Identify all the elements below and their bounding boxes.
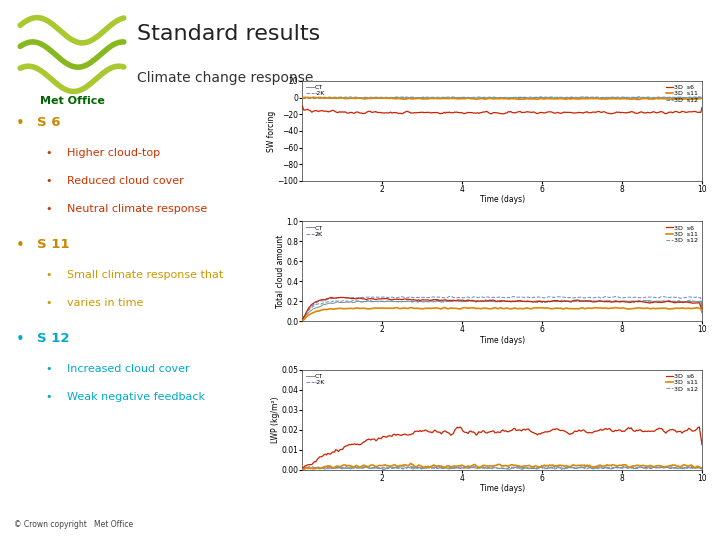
Legend: 3D  s6, 3D  s11, 3D  s12: 3D s6, 3D s11, 3D s12 xyxy=(665,373,699,392)
Text: S 6: S 6 xyxy=(37,116,60,129)
Text: Higher cloud-top: Higher cloud-top xyxy=(68,148,161,158)
Y-axis label: Total cloud amount: Total cloud amount xyxy=(276,235,284,308)
Text: Climate change response: Climate change response xyxy=(137,71,313,85)
X-axis label: Time (days): Time (days) xyxy=(480,336,525,345)
Text: •: • xyxy=(45,176,52,186)
Legend: 3D  s6, 3D  s11, 3D  s12: 3D s6, 3D s11, 3D s12 xyxy=(665,225,699,244)
Text: •: • xyxy=(15,116,24,131)
Text: •: • xyxy=(45,270,52,280)
Text: •: • xyxy=(15,332,24,347)
Text: •: • xyxy=(45,148,52,158)
Text: Reduced cloud cover: Reduced cloud cover xyxy=(68,176,184,186)
Y-axis label: SW forcing: SW forcing xyxy=(267,110,276,152)
Text: Standard results: Standard results xyxy=(137,24,320,44)
Text: Small climate response that: Small climate response that xyxy=(68,270,224,280)
Text: •: • xyxy=(15,238,24,253)
Text: Neutral climate response: Neutral climate response xyxy=(68,204,207,214)
Y-axis label: LWP (kg/m²): LWP (kg/m²) xyxy=(271,396,280,443)
Text: S 11: S 11 xyxy=(37,238,70,251)
Text: •: • xyxy=(45,298,52,308)
Text: •: • xyxy=(45,204,52,214)
Text: Increased cloud cover: Increased cloud cover xyxy=(68,364,190,374)
Text: Met Office: Met Office xyxy=(40,96,104,106)
Text: © Crown copyright   Met Office: © Crown copyright Met Office xyxy=(14,520,133,529)
Text: •: • xyxy=(45,392,52,402)
Text: varies in time: varies in time xyxy=(68,298,144,308)
X-axis label: Time (days): Time (days) xyxy=(480,484,525,494)
Text: S 12: S 12 xyxy=(37,332,70,345)
Text: •: • xyxy=(45,364,52,374)
Legend: 3D  s6, 3D  s11, 3D  s12: 3D s6, 3D s11, 3D s12 xyxy=(665,84,699,103)
Text: Weak negative feedback: Weak negative feedback xyxy=(68,392,205,402)
X-axis label: Time (days): Time (days) xyxy=(480,195,525,205)
